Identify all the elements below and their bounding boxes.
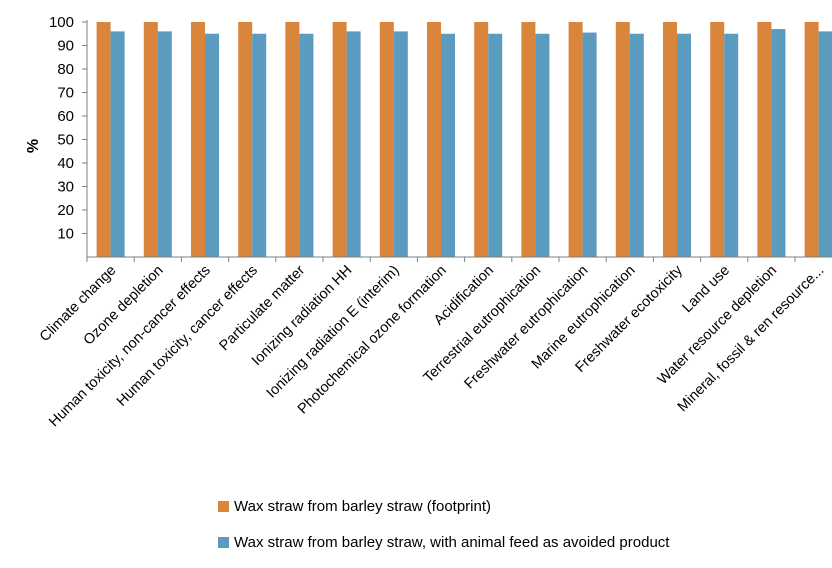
y-axis-ticks: 10 20 30 40 50 60 70 80 90 100 [49,14,87,243]
y-tick-label: 90 [57,38,74,55]
bar-footprint [521,22,536,257]
legend-label-avoided-product: Wax straw from barley straw, with animal… [234,533,670,551]
x-tick-label: Ozone depletion [81,263,167,349]
bar-avoided-product [677,33,691,257]
axes [86,20,832,262]
bar-footprint [710,22,725,257]
legend-item-avoided-product: Wax straw from barley straw, with animal… [218,532,669,552]
bar-footprint [663,22,677,257]
y-tick-label: 40 [57,155,74,172]
bar-footprint [191,22,205,257]
legend-label-footprint: Wax straw from barley straw (footprint) [234,497,491,515]
y-tick-label: 60 [57,108,74,125]
y-tick-label: 80 [57,61,74,78]
bar-avoided-product [724,33,739,257]
bar-footprint [285,22,300,257]
legend-swatch-avoided-product [218,536,229,548]
bar-footprint [96,22,111,257]
bar-footprint [568,22,583,257]
bar-avoided-product [629,33,644,257]
y-tick-label: 100 [49,14,74,31]
bar-avoided-product [771,29,786,257]
legend: Wax straw from barley straw (footprint) … [218,496,669,568]
x-tick-label: Particulate matter [217,262,309,354]
bar-chart: % 10 20 30 40 50 60 70 80 90 100 Climate changeOz… [25,14,832,430]
bar-footprint [757,22,772,257]
bar-avoided-product [205,33,219,257]
bar-footprint [615,22,630,257]
bar-avoided-product [252,33,267,257]
bar-avoided-product [346,31,361,258]
bar-avoided-product [818,31,832,258]
bar-footprint [379,22,394,257]
y-tick-label: 50 [57,132,74,149]
bar-avoided-product [393,31,408,258]
bar-avoided-product [582,32,597,258]
legend-swatch-footprint [218,500,229,512]
bar-avoided-product [299,33,314,257]
bar-footprint [332,22,347,257]
y-tick-label: 10 [57,226,74,243]
bar-avoided-product [488,33,503,257]
bar-avoided-product [535,33,550,257]
bar-footprint [474,22,489,257]
bar-footprint [804,22,819,257]
y-tick-label: 70 [57,85,74,102]
bar-footprint [238,22,253,257]
bar-series [96,22,832,258]
bar-avoided-product [110,31,125,258]
bar-footprint [427,22,441,257]
y-axis-label: % [25,139,42,153]
y-tick-label: 20 [57,202,74,219]
bar-avoided-product [441,33,455,257]
bar-footprint [143,22,158,257]
legend-item-footprint: Wax straw from barley straw (footprint) [218,496,669,516]
bar-avoided-product [157,31,172,258]
y-tick-label: 30 [57,179,74,196]
